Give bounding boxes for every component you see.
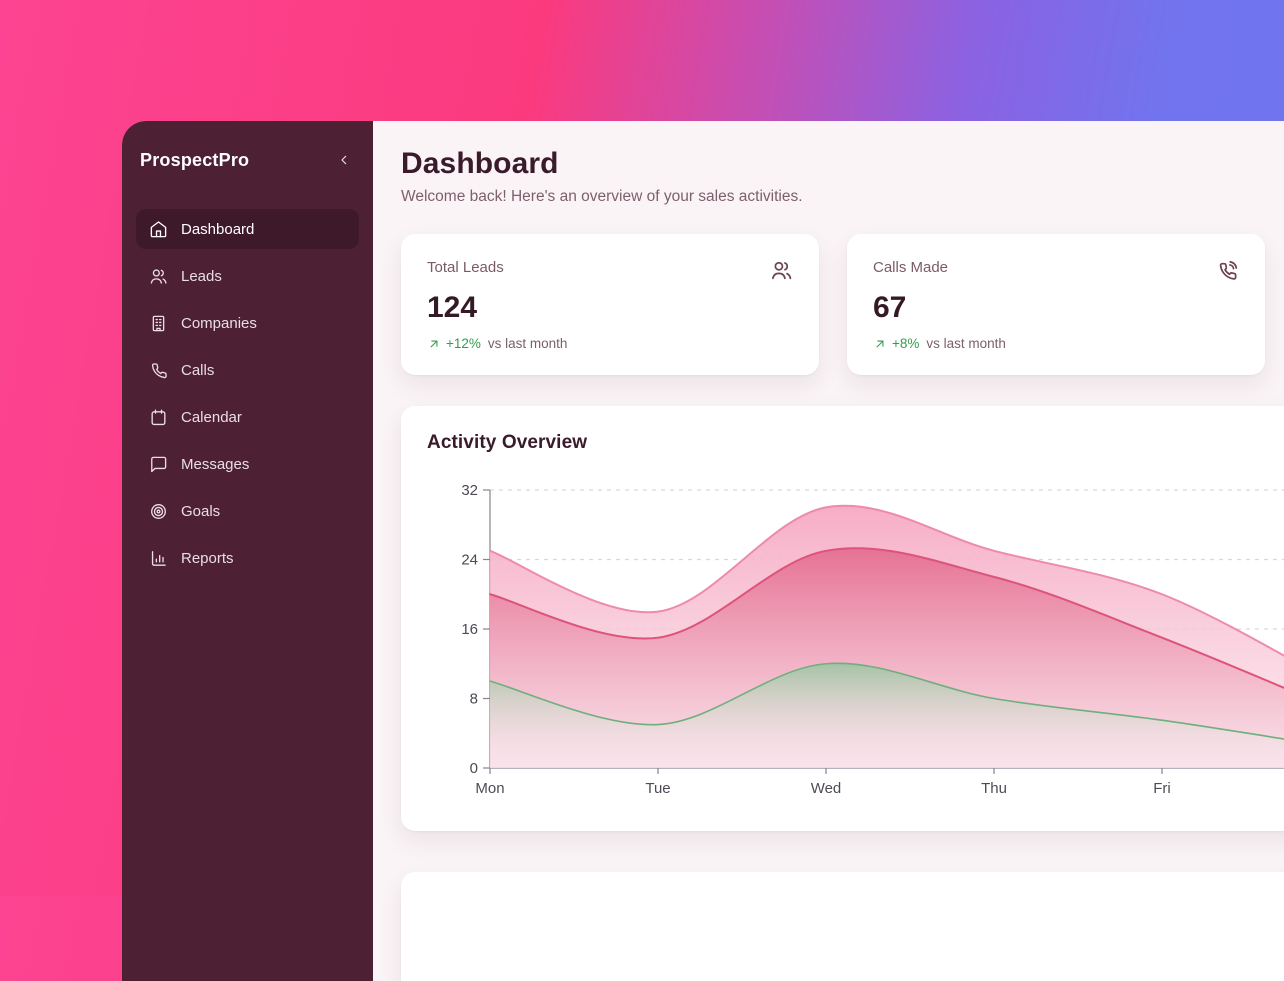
sidebar-item-companies[interactable]: Companies [136, 303, 359, 343]
sidebar-item-label: Dashboard [181, 220, 255, 238]
activity-chart: 0 8 16 24 32 Mon Tue Wed Thu Fri [427, 476, 1284, 817]
calls-made-card: Calls Made 67 +8% vs last month [847, 234, 1265, 375]
sidebar-item-label: Leads [181, 267, 222, 285]
stat-trend: +12% vs last month [427, 336, 793, 351]
svg-text:24: 24 [461, 552, 478, 569]
stat-value: 124 [427, 291, 478, 324]
message-square-icon [149, 455, 168, 474]
sidebar-item-label: Reports [181, 549, 234, 567]
svg-text:Fri: Fri [1153, 780, 1171, 797]
svg-text:0: 0 [470, 760, 478, 777]
users-icon [149, 267, 168, 286]
sidebar-item-goals[interactable]: Goals [136, 491, 359, 531]
svg-text:Wed: Wed [811, 780, 842, 797]
building-icon [149, 314, 168, 333]
phone-icon [149, 361, 168, 380]
svg-text:32: 32 [461, 482, 478, 499]
sidebar-item-label: Calendar [181, 408, 242, 426]
arrow-up-right-icon [427, 337, 441, 351]
svg-text:Mon: Mon [475, 780, 504, 797]
trend-change: +8% [892, 336, 920, 351]
stats-row: Total Leads 124 +12% vs last month Calls… [401, 234, 1284, 375]
svg-text:16: 16 [461, 621, 478, 638]
trend-suffix: vs last month [487, 336, 568, 351]
main-content: Dashboard Welcome back! Here's an overvi… [373, 121, 1284, 981]
stat-trend: +8% vs last month [873, 336, 1239, 351]
trend-change: +12% [446, 336, 481, 351]
sidebar-item-leads[interactable]: Leads [136, 256, 359, 296]
bar-chart-icon [149, 549, 168, 568]
svg-text:8: 8 [470, 691, 478, 708]
page-title: Dashboard [401, 147, 559, 180]
stat-label: Total Leads [427, 259, 504, 276]
sidebar-item-label: Calls [181, 361, 215, 379]
sidebar-header: ProspectPro [136, 149, 359, 171]
sidebar-item-calls[interactable]: Calls [136, 350, 359, 390]
chart-title: Activity Overview [427, 432, 588, 453]
arrow-up-right-icon [873, 337, 887, 351]
sidebar-collapse-button[interactable] [333, 149, 355, 171]
target-icon [149, 502, 168, 521]
stat-value: 67 [873, 291, 907, 324]
activity-chart-svg: 0 8 16 24 32 Mon Tue Wed Thu Fri [461, 482, 1284, 797]
sidebar-item-reports[interactable]: Reports [136, 538, 359, 578]
sidebar: ProspectPro Dashboard Leads Companies Calls… [122, 121, 373, 981]
sidebar-item-label: Companies [181, 314, 257, 332]
activity-overview-card: Activity Overview 0 8 16 24 32 Mon Tue Wed Thu Fr… [401, 406, 1284, 831]
chevron-left-icon [336, 152, 352, 168]
calendar-icon [149, 408, 168, 427]
home-icon [149, 220, 168, 239]
phone-call-icon [1216, 259, 1239, 282]
users-icon [770, 259, 793, 282]
sidebar-item-messages[interactable]: Messages [136, 444, 359, 484]
page-subtitle: Welcome back! Here's an overview of your… [401, 188, 803, 205]
sidebar-item-label: Messages [181, 455, 250, 473]
trend-suffix: vs last month [926, 336, 1006, 351]
sidebar-nav: Dashboard Leads Companies Calls Calendar Mess… [136, 209, 359, 578]
sidebar-item-label: Goals [181, 502, 221, 520]
app-logo: ProspectPro [140, 149, 250, 170]
sidebar-item-dashboard[interactable]: Dashboard [136, 209, 359, 249]
total-leads-card: Total Leads 124 +12% vs last month [401, 234, 819, 375]
sidebar-item-calendar[interactable]: Calendar [136, 397, 359, 437]
next-section-card [401, 872, 1284, 981]
stat-label: Calls Made [873, 259, 949, 276]
app-window: ProspectPro Dashboard Leads Companies Calls… [122, 121, 1284, 981]
svg-text:Tue: Tue [645, 780, 670, 797]
svg-text:Thu: Thu [981, 780, 1007, 797]
